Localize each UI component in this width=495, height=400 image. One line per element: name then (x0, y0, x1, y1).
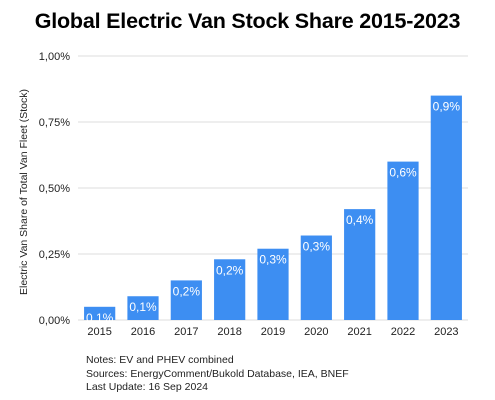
y-tick-label: 0,25% (39, 249, 70, 261)
x-tick-label: 2023 (434, 326, 458, 338)
x-axis-tick-labels: 2015 2016 2017 2018 2019 2020 2021 2022 2023 (87, 326, 458, 338)
data-labels: 0,1% 0,1% 0,2% 0,2% 0,3% 0,3% 0,4% 0,6% 0,9% (86, 100, 460, 325)
notes-line: Notes: EV and PHEV combined (86, 354, 234, 366)
data-label: 0,1% (86, 311, 114, 325)
bar (430, 95, 462, 320)
bar (257, 248, 289, 320)
data-label: 0,6% (389, 166, 417, 180)
chart-notes: Notes: EV and PHEV combined Sources: Ene… (86, 354, 349, 395)
data-label: 0,3% (259, 253, 287, 267)
x-tick-label: 2021 (347, 326, 371, 338)
bar (84, 306, 116, 320)
x-tick-label: 2017 (174, 326, 198, 338)
data-label: 0,3% (303, 240, 331, 254)
bar (300, 235, 332, 320)
x-tick-label: 2019 (261, 326, 285, 338)
chart-title: Global Electric Van Stock Share 2015-202… (34, 9, 461, 33)
data-label: 0,1% (129, 300, 157, 314)
y-axis-label: Electric Van Share of Total Van Fleet (S… (18, 89, 30, 295)
bar (214, 259, 246, 320)
data-label: 0,9% (433, 100, 461, 114)
y-axis-tick-labels: 0,00% 0,25% 0,50% 0,75% 1,00% (39, 51, 70, 327)
bar (170, 280, 202, 320)
data-label: 0,2% (173, 284, 201, 298)
y-tick-label: 1,00% (39, 51, 70, 63)
bar (387, 161, 419, 320)
x-tick-label: 2018 (217, 326, 241, 338)
bars (84, 95, 462, 320)
x-tick-label: 2015 (87, 326, 111, 338)
data-label: 0,4% (346, 213, 374, 227)
data-label: 0,2% (216, 263, 244, 277)
x-tick-label: 2020 (304, 326, 328, 338)
x-tick-label: 2016 (131, 326, 155, 338)
x-tick-label: 2022 (391, 326, 415, 338)
last-update-line: Last Update: 16 Sep 2024 (86, 381, 209, 393)
bar (127, 296, 159, 320)
y-tick-label: 0,00% (39, 315, 70, 327)
bar (344, 209, 376, 320)
y-tick-label: 0,50% (39, 183, 70, 195)
y-tick-label: 0,75% (39, 117, 70, 129)
sources-line: Sources: EnergyComment/Bukold Database, … (86, 367, 349, 380)
